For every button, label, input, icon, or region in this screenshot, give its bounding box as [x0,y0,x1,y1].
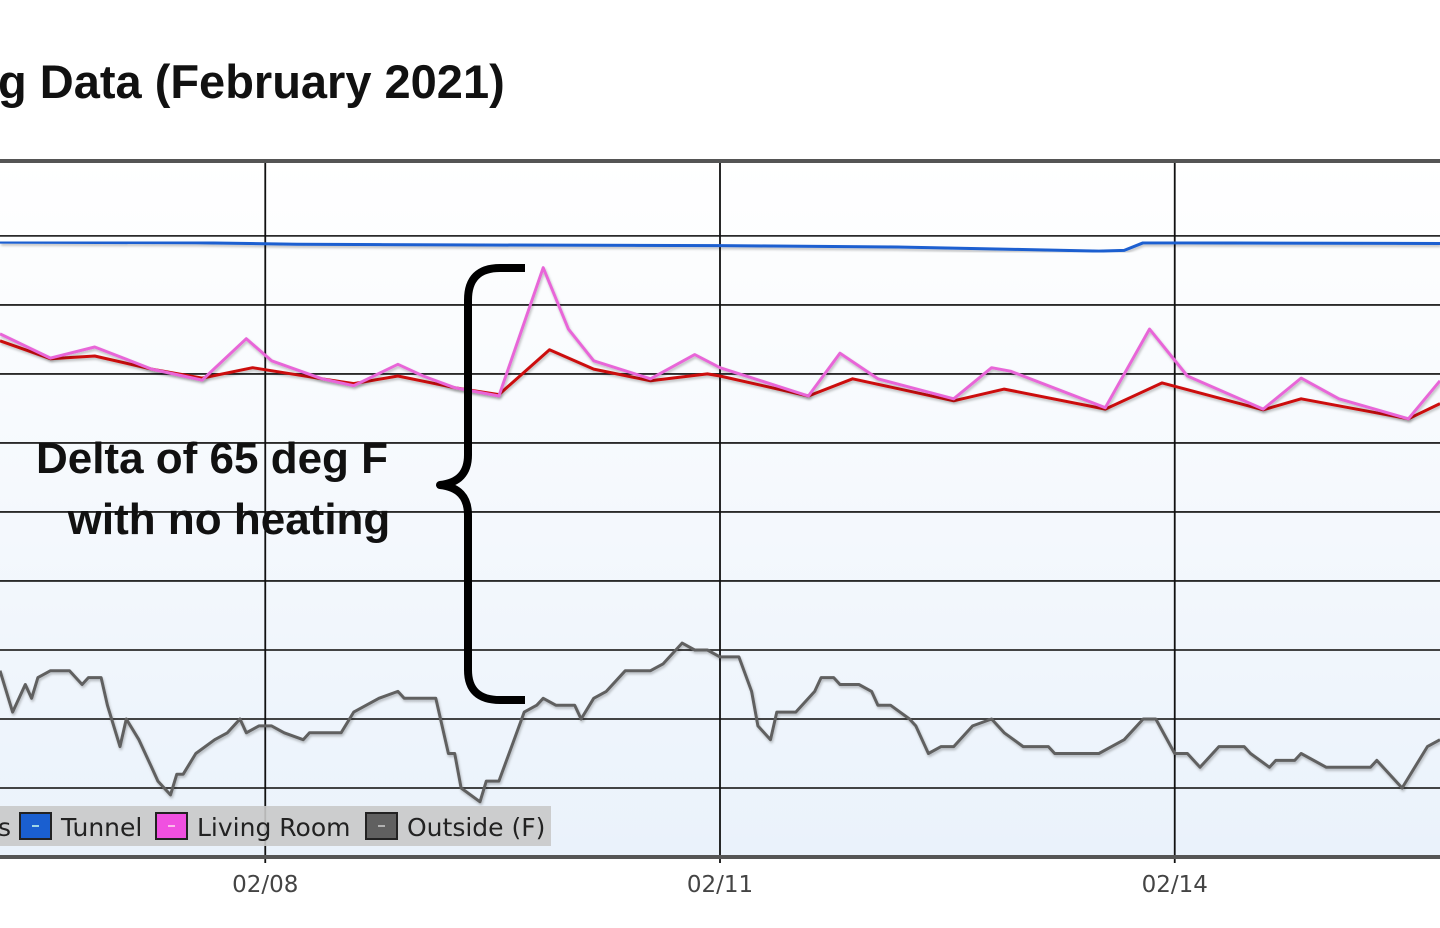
legend-item-living-room[interactable]: Living Room [155,812,350,842]
x-tick-label: 02/14 [1142,872,1208,898]
legend-background [0,806,551,846]
series-lines [0,240,1440,804]
chart-title: g Data (February 2021) [0,55,505,108]
gridlines [0,160,1440,863]
legend-label: Tunnel [60,813,142,842]
line-tunnel [0,240,1440,253]
line-outside-f [0,641,1440,804]
x-tick-label: 02/08 [232,872,298,898]
legend-item-tunnel[interactable]: Tunnel [19,812,142,842]
legend-item-outside[interactable]: Outside (F) [365,812,545,842]
line-living-room [0,266,1440,421]
curly-brace [436,264,525,704]
x-tick-label: 02/11 [687,872,753,898]
legend: s Tunnel Living Room Outside (F) [0,806,551,846]
legend-label: Living Room [197,813,350,842]
annotation-line-2: with no heating [67,495,391,544]
line-series-0 [0,339,1440,421]
x-tick-labels: 02/08 02/11 02/14 [232,872,1208,898]
legend-label: Outside (F) [407,813,545,842]
annotation-line-1: Delta of 65 deg F [36,434,388,483]
legend-partial-label: s [0,813,11,842]
annotation: Delta of 65 deg F with no heating [36,264,525,704]
